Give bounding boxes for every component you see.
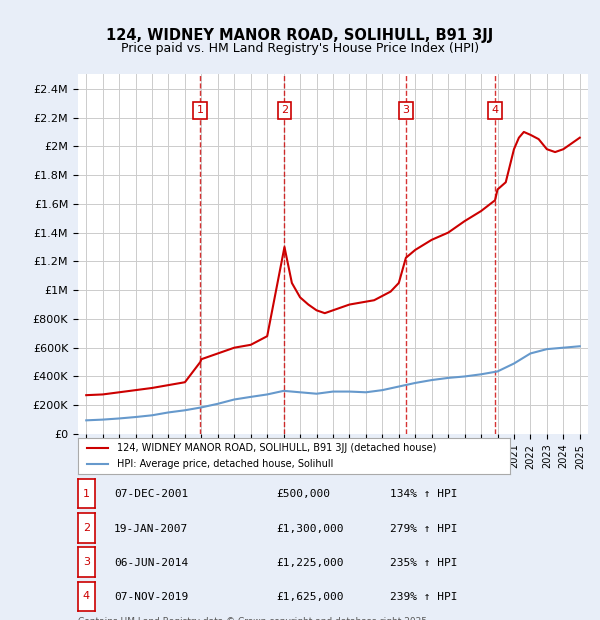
- Text: 07-DEC-2001: 07-DEC-2001: [114, 489, 188, 500]
- Text: 4: 4: [83, 591, 90, 601]
- Text: 124, WIDNEY MANOR ROAD, SOLIHULL, B91 3JJ: 124, WIDNEY MANOR ROAD, SOLIHULL, B91 3J…: [106, 28, 494, 43]
- Text: 235% ↑ HPI: 235% ↑ HPI: [390, 557, 458, 568]
- Text: 2: 2: [281, 105, 288, 115]
- Text: 07-NOV-2019: 07-NOV-2019: [114, 591, 188, 602]
- Text: 124, WIDNEY MANOR ROAD, SOLIHULL, B91 3JJ (detached house): 124, WIDNEY MANOR ROAD, SOLIHULL, B91 3J…: [117, 443, 436, 453]
- Text: 1: 1: [83, 489, 90, 499]
- Text: £500,000: £500,000: [276, 489, 330, 500]
- Text: 4: 4: [491, 105, 499, 115]
- Text: 279% ↑ HPI: 279% ↑ HPI: [390, 523, 458, 534]
- Text: 19-JAN-2007: 19-JAN-2007: [114, 523, 188, 534]
- Text: 2: 2: [83, 523, 90, 533]
- Text: Price paid vs. HM Land Registry's House Price Index (HPI): Price paid vs. HM Land Registry's House …: [121, 42, 479, 55]
- Text: HPI: Average price, detached house, Solihull: HPI: Average price, detached house, Soli…: [117, 459, 333, 469]
- Text: 06-JUN-2014: 06-JUN-2014: [114, 557, 188, 568]
- Text: £1,225,000: £1,225,000: [276, 557, 343, 568]
- Text: 134% ↑ HPI: 134% ↑ HPI: [390, 489, 458, 500]
- Text: 3: 3: [83, 557, 90, 567]
- Text: 3: 3: [403, 105, 409, 115]
- Text: £1,300,000: £1,300,000: [276, 523, 343, 534]
- Text: £1,625,000: £1,625,000: [276, 591, 343, 602]
- Text: 239% ↑ HPI: 239% ↑ HPI: [390, 591, 458, 602]
- Text: Contains HM Land Registry data © Crown copyright and database right 2025.
This d: Contains HM Land Registry data © Crown c…: [78, 617, 430, 620]
- Text: 1: 1: [197, 105, 204, 115]
